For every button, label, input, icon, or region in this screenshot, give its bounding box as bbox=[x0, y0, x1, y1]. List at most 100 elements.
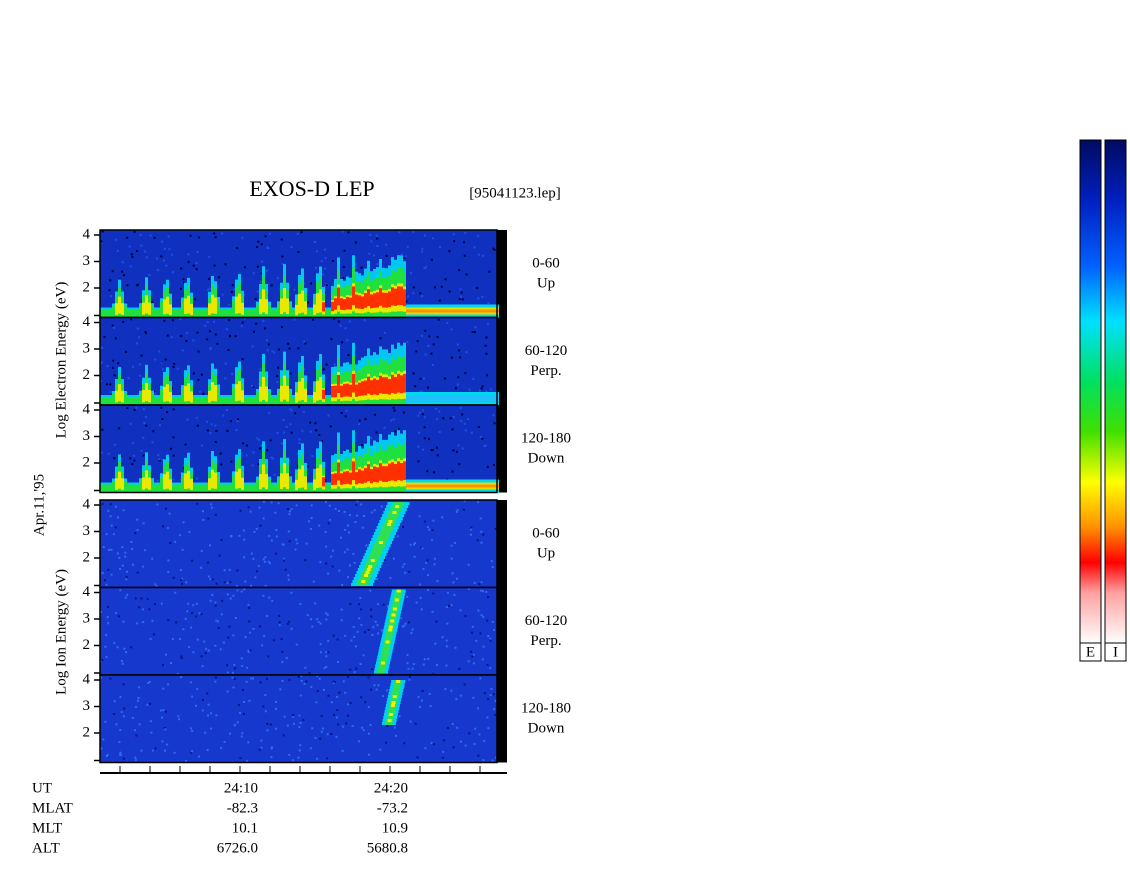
speckle bbox=[280, 238, 283, 241]
speckle bbox=[194, 298, 197, 301]
speckle bbox=[452, 581, 455, 584]
speckle bbox=[461, 413, 464, 416]
band bbox=[436, 484, 439, 488]
speckle bbox=[277, 502, 280, 505]
speckle bbox=[182, 278, 185, 281]
band bbox=[439, 309, 442, 313]
band bbox=[292, 397, 295, 405]
speckle bbox=[130, 318, 133, 321]
panel-frame bbox=[99, 674, 498, 764]
speckle bbox=[122, 757, 125, 760]
speckle bbox=[302, 718, 305, 721]
speckle bbox=[332, 681, 335, 684]
band bbox=[415, 484, 418, 488]
speckle bbox=[270, 456, 273, 459]
speckle bbox=[314, 266, 317, 269]
feature bbox=[394, 598, 399, 602]
speckle bbox=[325, 655, 328, 658]
speckle bbox=[243, 294, 246, 297]
speckle bbox=[239, 509, 242, 512]
speckle bbox=[248, 620, 251, 623]
speckle bbox=[475, 639, 478, 642]
speckle bbox=[289, 408, 292, 411]
feature bbox=[379, 532, 391, 535]
speckle bbox=[235, 584, 238, 587]
speckle bbox=[265, 677, 268, 680]
speckle bbox=[197, 350, 200, 353]
speckle bbox=[311, 727, 314, 730]
speckle bbox=[112, 713, 115, 716]
band bbox=[235, 471, 238, 489]
speckle bbox=[136, 518, 139, 521]
speckle bbox=[113, 374, 116, 377]
band bbox=[475, 395, 478, 402]
speckle bbox=[446, 622, 449, 625]
speckle bbox=[307, 520, 310, 523]
speckle bbox=[111, 366, 114, 369]
speckle bbox=[269, 723, 272, 726]
band bbox=[202, 309, 205, 318]
speckle bbox=[490, 560, 493, 563]
speckle bbox=[189, 681, 192, 684]
band bbox=[301, 465, 304, 488]
speckle bbox=[419, 596, 422, 599]
speckle bbox=[431, 237, 434, 240]
band bbox=[211, 294, 214, 314]
speckle bbox=[296, 542, 299, 545]
speckle bbox=[234, 335, 237, 338]
speckle bbox=[232, 634, 235, 637]
speckle bbox=[240, 325, 243, 328]
speckle bbox=[248, 699, 251, 702]
speckle bbox=[332, 549, 335, 552]
speckle bbox=[295, 538, 298, 541]
band bbox=[247, 484, 250, 493]
speckle bbox=[455, 450, 458, 453]
speckle bbox=[469, 533, 472, 536]
speckle bbox=[370, 615, 373, 618]
speckle bbox=[290, 431, 293, 434]
speckle bbox=[241, 689, 244, 692]
speckle bbox=[118, 741, 121, 744]
speckle bbox=[246, 759, 249, 762]
speckle bbox=[417, 414, 420, 417]
speckle bbox=[282, 419, 285, 422]
speckle bbox=[229, 732, 232, 735]
speckle bbox=[461, 447, 464, 450]
speckle bbox=[119, 567, 122, 570]
feature bbox=[380, 655, 388, 659]
band bbox=[169, 479, 172, 491]
band bbox=[112, 481, 115, 493]
speckle bbox=[368, 753, 371, 756]
speckle bbox=[225, 408, 228, 411]
feature bbox=[368, 556, 380, 559]
band bbox=[364, 380, 367, 396]
speckle bbox=[287, 578, 290, 581]
band bbox=[484, 309, 487, 313]
speckle bbox=[120, 660, 123, 663]
band bbox=[178, 484, 181, 493]
y-tick-label: 3 bbox=[83, 698, 91, 714]
speckle bbox=[236, 247, 239, 250]
speckle bbox=[215, 619, 218, 622]
speckle bbox=[329, 425, 332, 428]
speckle bbox=[295, 504, 298, 507]
speckle bbox=[173, 751, 176, 754]
band bbox=[481, 395, 484, 402]
feature bbox=[395, 505, 400, 508]
speckle bbox=[215, 429, 218, 432]
band bbox=[163, 386, 166, 402]
speckle bbox=[260, 444, 263, 447]
speckle bbox=[486, 663, 489, 666]
band bbox=[283, 288, 286, 313]
speckle bbox=[431, 448, 434, 451]
speckle bbox=[277, 366, 280, 369]
speckle bbox=[223, 740, 226, 743]
speckle bbox=[394, 430, 397, 433]
band bbox=[487, 395, 490, 402]
speckle bbox=[148, 273, 151, 276]
side-strip bbox=[497, 405, 507, 493]
band bbox=[196, 309, 199, 318]
speckle bbox=[181, 349, 184, 352]
speckle bbox=[227, 348, 230, 351]
speckle bbox=[412, 372, 415, 375]
